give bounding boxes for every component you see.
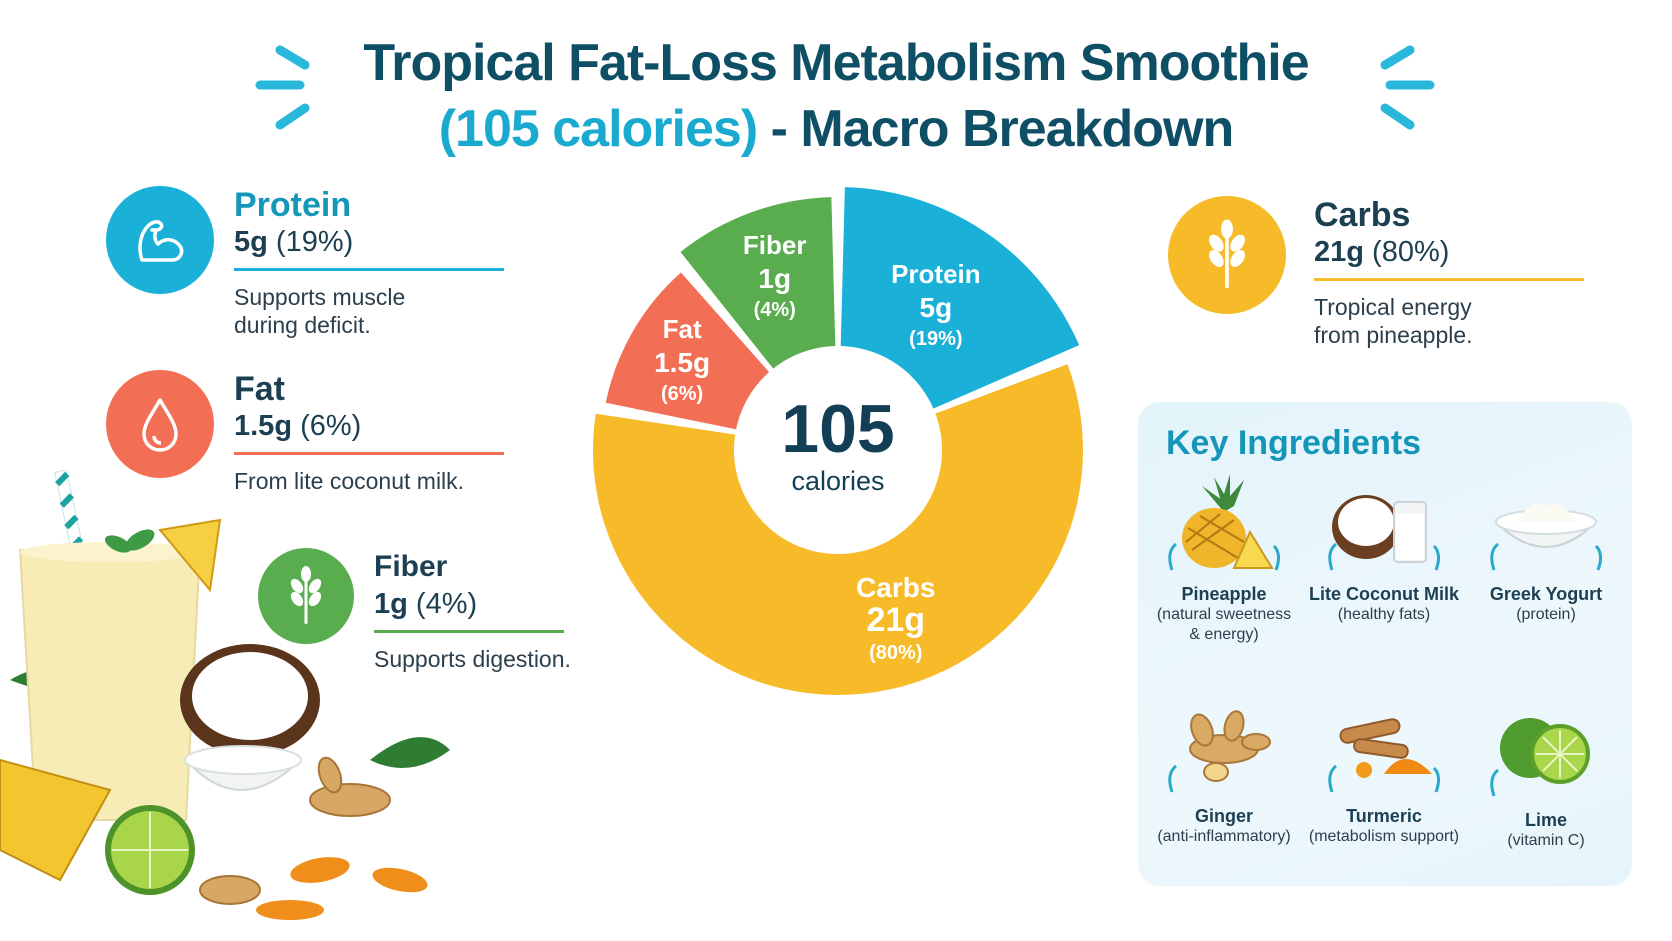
fiber-icon-circle [258,548,354,644]
lime-icon [1490,718,1590,797]
fiber-percent: (4%) [415,588,478,620]
slice-label-fat-value: 1.5g [654,347,710,378]
carbs-text: Carbs 21g (80%) Tropical energy from pin… [1314,196,1594,349]
protein-amount: 5g (19%) [234,224,514,260]
ingredient-lime: Lime (vitamin C) [1466,698,1626,851]
fiber-grams: 1g [374,588,408,620]
slice-label-fat-percent: (6%) [661,383,703,405]
slice-label-carbs-value: 21g [866,601,925,639]
protein-icon-circle [106,186,214,294]
muscle-arm-icon [138,220,184,262]
slice-label-protein-percent: (19%) [909,328,962,350]
ingredient-name: Lite Coconut Milk [1309,584,1459,604]
fat-text: Fat 1.5g (6%) From lite coconut milk. [234,370,514,495]
slice-label-protein-value: 5g [920,292,953,323]
fiber-divider [374,630,564,633]
ginger-root-icon [199,756,391,905]
yogurt-icon [1490,503,1603,571]
slice-label-fat-name: Fat [663,314,702,344]
fat-percent: (6%) [300,410,362,442]
pineapple-icon [1168,474,1281,571]
smoothie-glass-icon [18,542,202,821]
ingredient-ginger: Ginger (anti-inflammatory) [1144,694,1304,847]
title-line-2: (105 calories) - Macro Breakdown [0,96,1672,162]
carbs-desc-line-1: Tropical energy [1314,294,1472,320]
ingredient-name: Turmeric [1346,806,1422,826]
fiber-desc: Supports digestion. [374,646,571,672]
fat-name: Fat [234,370,285,408]
fiber-name: Fiber [374,550,448,583]
slice-label-fiber-percent: (4%) [754,299,796,321]
ingredient-note: (vitamin C) [1507,832,1585,849]
ingredient-note: (metabolism support) [1308,828,1460,845]
fiber-amount: 1g (4%) [374,586,654,622]
fiber-text: Fiber 1g (4%) Supports digestion. [374,548,654,673]
protein-desc-line-1: Supports muscle [234,284,406,310]
coconut-half-icon [180,644,320,756]
center-value: 105 [781,391,894,467]
wheat-icon [290,566,322,624]
ingredients-title: Key Ingredients [1166,424,1422,462]
ginger-icon [1168,710,1271,793]
slice-label-fiber-name: Fiber [743,230,807,260]
protein-name: Protein [234,186,352,224]
carbs-divider [1314,278,1584,281]
protein-text: Protein 5g (19%) Supports muscle during … [234,186,514,339]
wheat-icon [1209,219,1245,289]
fat-divider [234,452,504,455]
fat-amount: 1.5g (6%) [234,408,514,444]
ingredient-turmeric: Turmeric (metabolism support) [1304,694,1464,847]
carbs-grams: 21g [1314,236,1364,268]
ingredient-pineapple: Pineapple (natural sweetness & energy) [1144,472,1304,645]
ingredient-coconut-milk: Lite Coconut Milk (healthy fats) [1304,472,1464,625]
pineapple-wedge-icon [0,518,222,882]
protein-divider [234,268,504,271]
carbs-amount: 21g (80%) [1314,234,1594,270]
ingredient-note: (anti-inflammatory) [1157,828,1291,845]
ingredient-note: (protein) [1516,606,1576,623]
yogurt-bowl-icon [183,745,303,791]
page-title: Tropical Fat-Loss Metabolism Smoothie (1… [0,30,1672,162]
ingredient-name: Lime [1524,810,1567,830]
ingredient-name: Pineapple [1181,584,1267,604]
smoothie-illustration [0,470,450,920]
ingredient-greek-yogurt: Greek Yogurt (protein) [1466,472,1626,625]
slice-label-carbs-percent: (80%) [869,642,922,664]
lime-half-icon [105,805,195,895]
title-calories: (105 calories) [438,100,758,158]
sparkle-lines-left-icon [255,45,310,130]
title-breakdown: - Macro Breakdown [757,100,1235,158]
key-ingredients-panel: Key Ingredients Pineapple (natural sweet… [1138,402,1632,886]
fat-grams: 1.5g [234,410,293,442]
slice-label-carbs-name: Carbs [856,572,935,603]
ingredient-name: Ginger [1194,806,1253,826]
slice-label-protein-name: Protein [891,259,981,289]
donut-center-hole [734,346,942,554]
coconut-icon [1328,495,1441,571]
ingredient-note: (natural sweetness [1156,606,1292,623]
ingredient-name: Greek Yogurt [1489,584,1603,604]
fat-icon-circle [106,370,214,478]
turmeric-root-icon [256,857,428,920]
slice-label-fiber-value: 1g [758,263,791,294]
mint-leaf-icon [104,529,155,553]
ingredient-note-2: & energy) [1189,626,1259,643]
carbs-desc-line-2: from pineapple. [1314,322,1473,348]
protein-desc-line-2: during deficit. [234,312,371,338]
fat-desc: From lite coconut milk. [234,468,465,494]
title-line-1: Tropical Fat-Loss Metabolism Smoothie [363,34,1309,92]
center-label: calories [791,466,884,496]
protein-percent: (19%) [275,226,354,258]
ingredient-note: (healthy fats) [1337,606,1431,623]
carbs-percent: (80%) [1372,236,1450,268]
carbs-icon-circle [1168,196,1286,314]
protein-grams: 5g [234,226,268,258]
carbs-name: Carbs [1314,196,1411,234]
sparkle-lines-right-icon [1380,45,1435,130]
drop-icon [142,398,178,452]
turmeric-icon [1328,718,1441,793]
